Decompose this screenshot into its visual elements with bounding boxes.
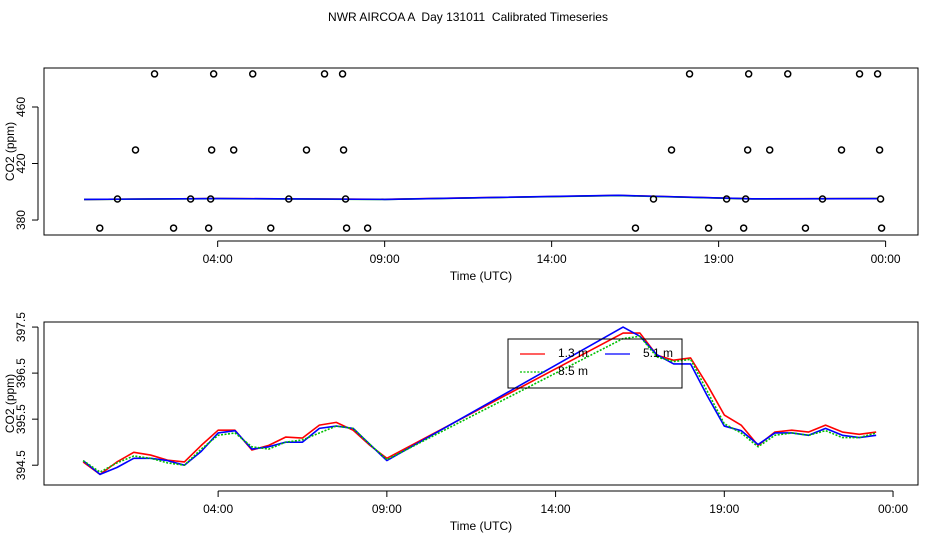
point (209, 70, 218, 78)
x-tick-label: 09:00 (370, 252, 400, 266)
point (204, 224, 213, 232)
point (320, 70, 329, 78)
y-tick-label: 380 (14, 210, 28, 230)
x-tick-label: 19:00 (709, 502, 739, 516)
plot-frame (43, 321, 919, 486)
legend-label: 1.3 m (558, 346, 588, 360)
x-tick-label: 00:00 (871, 252, 901, 266)
y-axis-title: CO2 (ppm) (3, 122, 17, 181)
x-tick-label: 04:00 (203, 502, 233, 516)
point (96, 224, 104, 232)
point (186, 195, 195, 203)
point (631, 224, 640, 232)
x-tick-label: 14:00 (541, 502, 571, 516)
point (877, 224, 886, 232)
point (302, 146, 311, 154)
legend-label: 8.5 m (558, 364, 588, 378)
point (704, 224, 713, 232)
series-line (82, 332, 877, 476)
point (339, 146, 348, 154)
series-line (84, 194, 878, 201)
point (363, 224, 372, 232)
point (837, 146, 846, 154)
point (649, 195, 658, 203)
legend-box (507, 338, 683, 389)
point (131, 146, 140, 154)
x-tick-label: 09:00 (372, 502, 402, 516)
point (722, 195, 731, 203)
series-line (82, 335, 877, 473)
y-tick-label: 420 (14, 153, 28, 173)
point (342, 224, 351, 232)
point (875, 146, 884, 154)
y-tick-label: 394.5 (14, 450, 28, 480)
plot-frame (43, 67, 919, 236)
point (855, 70, 864, 78)
point (876, 195, 885, 203)
point (113, 195, 122, 203)
point (801, 224, 810, 232)
x-axis-title: Time (UTC) (450, 269, 512, 283)
point (229, 146, 238, 154)
point (685, 70, 694, 78)
point (341, 195, 350, 203)
y-axis-title: CO2 (ppm) (3, 374, 17, 433)
point (150, 70, 159, 78)
y-tick-label: 397.5 (14, 312, 28, 342)
point (784, 70, 792, 78)
point (248, 70, 257, 78)
x-tick-label: 14:00 (537, 252, 567, 266)
point (267, 224, 275, 232)
y-tick-label: 460 (14, 97, 28, 117)
point (667, 146, 676, 154)
x-tick-label: 04:00 (203, 252, 233, 266)
x-tick-label: 19:00 (704, 252, 734, 266)
point (338, 70, 347, 78)
point (285, 195, 293, 203)
x-axis-title: Time (UTC) (450, 519, 512, 533)
point (169, 224, 178, 232)
point (765, 146, 774, 154)
point (743, 146, 752, 154)
legend-label: 5.1 m (643, 346, 673, 360)
point (206, 195, 215, 203)
y-tick-label: 396.5 (14, 358, 28, 388)
point (741, 195, 750, 203)
point (873, 70, 882, 78)
series-line (82, 326, 877, 476)
point (207, 146, 216, 154)
point (744, 70, 753, 78)
point (818, 195, 827, 203)
chart-title: NWR AIRCOA A Day 131011 Calibrated Times… (328, 10, 608, 24)
y-tick-label: 395.5 (14, 404, 28, 434)
point (739, 224, 748, 232)
x-tick-label: 00:00 (878, 502, 908, 516)
